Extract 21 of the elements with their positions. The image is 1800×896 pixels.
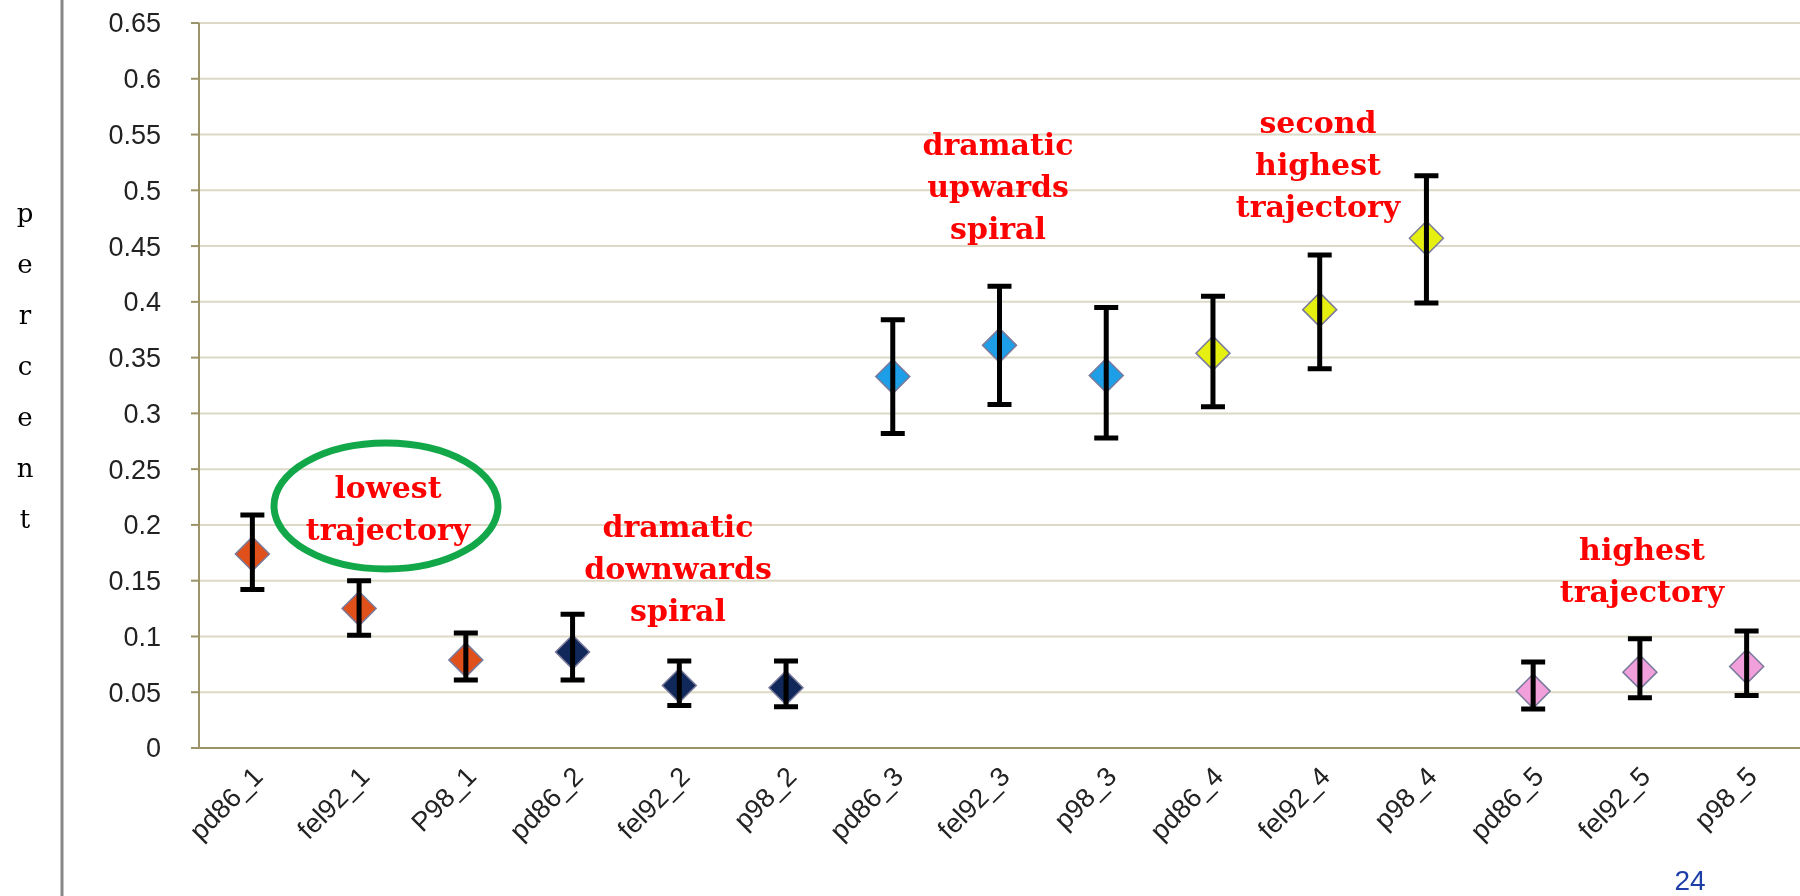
text: 24 (1674, 865, 1706, 896)
y-tick-label: 0.15 (108, 566, 161, 597)
annotation: dramatic downwards spiral (584, 508, 772, 628)
y-tick-label: 0.25 (108, 454, 161, 485)
y-tick-label: 0.6 (123, 64, 161, 95)
y-axis-title: percent (16, 198, 34, 534)
y-tick-label: 0 (145, 733, 161, 764)
y-tick-label: 0.2 (123, 510, 161, 541)
y-tick-label: 0.1 (123, 621, 161, 652)
y-tick-label: 0.65 (108, 8, 161, 39)
y-tick-label: 0.45 (108, 231, 161, 262)
annotation: dramatic upwards spiral (922, 126, 1074, 246)
annotation: second highest trajectory (1235, 104, 1402, 224)
y-tick-label: 0.05 (108, 677, 161, 708)
y-tick-label: 0.5 (123, 175, 161, 206)
y-tick-label: 0.4 (123, 287, 161, 318)
y-tick-label: 0.55 (108, 119, 161, 150)
annotation: lowest trajectory (305, 469, 472, 547)
y-tick-label: 0.3 (123, 398, 161, 429)
annotation: highest trajectory (1559, 531, 1726, 609)
y-tick-label: 0.35 (108, 343, 161, 374)
